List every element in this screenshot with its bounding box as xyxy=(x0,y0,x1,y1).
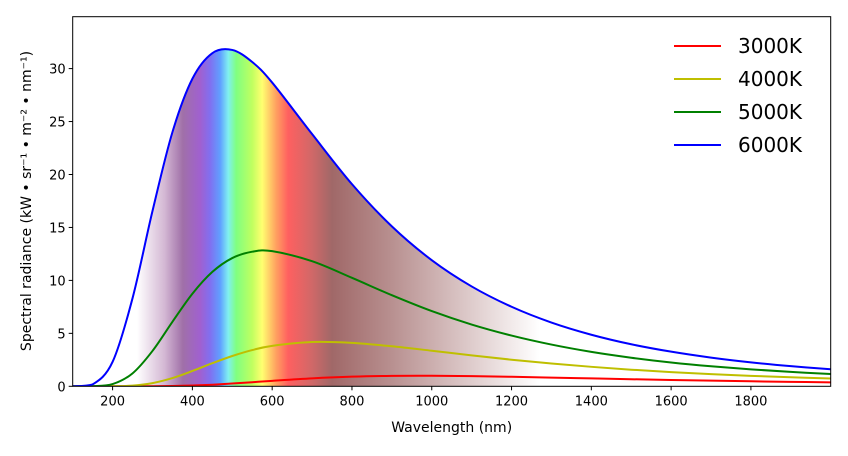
x-tick-label: 400 xyxy=(180,394,205,409)
x-tick-label: 800 xyxy=(340,394,365,409)
x-tick-label: 1600 xyxy=(655,394,688,409)
y-axis-label: Spectral radiance (kW • sr⁻¹ • m⁻² • nm⁻… xyxy=(19,51,35,351)
legend: 3000K 4000K 5000K 6000K xyxy=(674,34,803,157)
y-tick-label: 10 xyxy=(49,274,66,289)
series-line-5000K xyxy=(72,249,831,387)
y-tick-label: 25 xyxy=(49,116,66,131)
y-tick-label: 0 xyxy=(57,380,65,395)
y-tick-label: 20 xyxy=(49,168,66,183)
legend-label: 6000K xyxy=(738,133,803,157)
y-tick-label: 15 xyxy=(49,221,66,236)
x-tick-label: 600 xyxy=(260,394,285,409)
y-tick-label: 5 xyxy=(57,327,65,342)
legend-label: 4000K xyxy=(738,67,803,91)
legend-label: 5000K xyxy=(738,100,803,124)
series-line-4000K xyxy=(72,340,831,387)
x-tick-label: 1000 xyxy=(415,394,448,409)
x-tick-label: 1200 xyxy=(495,394,528,409)
x-tick-label: 1800 xyxy=(734,394,767,409)
x-tick-label: 200 xyxy=(100,394,125,409)
y-tick-label: 30 xyxy=(49,63,66,78)
series-line-6000K xyxy=(72,48,831,387)
x-axis-label: Wavelength (nm) xyxy=(391,420,512,436)
plot-frame xyxy=(72,16,832,387)
legend-label: 3000K xyxy=(738,34,803,58)
spectrum-fill xyxy=(72,49,831,387)
x-tick-label: 1400 xyxy=(575,394,608,409)
